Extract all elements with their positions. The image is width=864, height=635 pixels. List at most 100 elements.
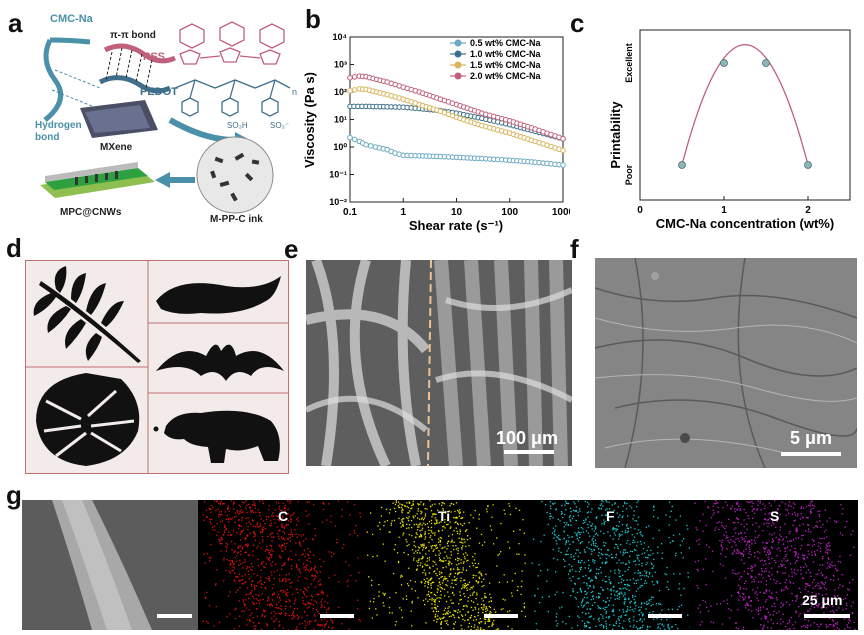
eds-dot (291, 535, 293, 537)
eds-dot (738, 540, 740, 542)
eds-dot (747, 567, 749, 569)
eds-dot (805, 516, 808, 519)
eds-dot (782, 605, 784, 607)
eds-dot (559, 607, 561, 609)
eds-dot (252, 525, 255, 527)
eds-dot (324, 600, 326, 603)
eds-dot (314, 527, 316, 530)
eds-dot (844, 526, 846, 528)
eds-dot (456, 530, 458, 532)
eds-dot (382, 592, 384, 594)
eds-dot (751, 500, 753, 503)
eds-dot (761, 570, 763, 572)
eds-dot (760, 567, 763, 570)
eds-dot (680, 594, 682, 596)
eds-dot (466, 587, 468, 589)
eds-dot (478, 608, 480, 610)
eds-dot (238, 600, 240, 602)
eds-dot (279, 545, 281, 547)
eds-dot (594, 559, 596, 562)
eds-dot (794, 503, 796, 505)
eds-dot (824, 603, 827, 605)
eds-dot (432, 513, 434, 515)
eds-dot (223, 580, 225, 582)
eds-dot (469, 594, 471, 597)
eds-dot (268, 579, 271, 582)
eds-dot (476, 527, 478, 529)
eds-dot (818, 513, 820, 516)
eds-dot (475, 597, 477, 600)
eds-dot (743, 562, 745, 565)
eds-dot (821, 607, 823, 610)
eds-dot (320, 603, 323, 606)
eds-dot (556, 536, 558, 538)
eds-dot (622, 554, 624, 556)
eds-dot (540, 540, 542, 543)
eds-dot (417, 526, 419, 528)
eds-dot (775, 518, 777, 520)
eds-dot (287, 533, 290, 535)
eds-dot (552, 527, 554, 529)
eds-dot (223, 557, 225, 559)
eds-dot (317, 611, 319, 613)
eds-dot (752, 589, 754, 591)
eds-dot (405, 598, 408, 600)
eds-dot (616, 597, 619, 600)
eds-dot (419, 530, 421, 532)
eds-dot (263, 560, 265, 563)
eds-dot (480, 533, 483, 536)
eds-dot (442, 579, 444, 582)
eds-dot (615, 591, 617, 593)
eds-dot (258, 526, 260, 528)
eds-dot (305, 510, 307, 512)
eds-dot (748, 544, 750, 546)
eds-dot (310, 569, 312, 572)
eds-dot (226, 544, 229, 546)
eds-dot (638, 554, 640, 556)
eds-dot (852, 530, 854, 532)
eds-dot (633, 514, 635, 517)
eds-dot (712, 505, 714, 507)
eds-dot (440, 587, 443, 589)
eds-dot (793, 520, 796, 522)
eds-dot (575, 570, 577, 572)
eds-dot (629, 601, 631, 604)
eds-dot (572, 515, 575, 517)
eds-dot (827, 545, 829, 547)
eds-dot (305, 538, 307, 540)
eds-dot (549, 505, 552, 507)
eds-dot (577, 606, 579, 608)
eds-dot (785, 508, 787, 511)
eds-dot (577, 561, 580, 563)
eds-dot (307, 547, 309, 550)
eds-dot (574, 583, 576, 585)
eds-dot (756, 509, 758, 511)
eds-dot (488, 612, 491, 615)
eds-dot (390, 522, 392, 524)
eds-dot (637, 606, 640, 608)
eds-dot (236, 555, 238, 557)
eds-dot (261, 615, 263, 617)
eds-dot (503, 574, 505, 576)
eds-dot (577, 531, 580, 533)
eds-dot (402, 517, 404, 520)
eds-dot (284, 607, 287, 610)
eds-dot (825, 626, 828, 628)
eds-dot (587, 526, 589, 529)
eds-dot (608, 555, 610, 557)
printability-plot-frame (639, 29, 851, 201)
eds-dot (245, 517, 247, 519)
eds-dot (422, 544, 424, 547)
eds-dot (737, 591, 739, 594)
eds-dot (646, 603, 649, 606)
eds-dot (475, 619, 478, 621)
eds-dot (432, 565, 434, 567)
eds-dot (767, 556, 769, 558)
eds-dot (470, 628, 472, 630)
eds-dot (785, 556, 787, 558)
eds-dot (391, 612, 393, 614)
eds-dot (523, 607, 526, 609)
eds-dot (769, 614, 771, 616)
eds-dot (454, 579, 457, 581)
eds-dot (808, 504, 810, 507)
